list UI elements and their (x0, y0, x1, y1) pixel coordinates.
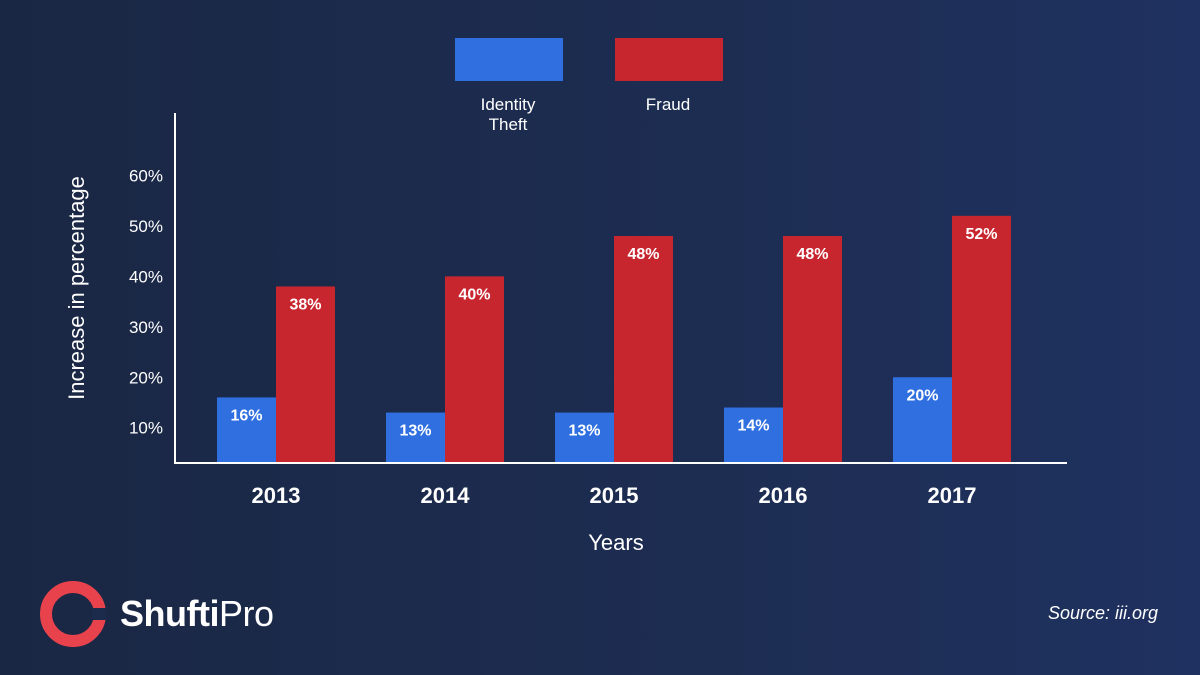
legend-swatch-identity-theft (455, 38, 563, 81)
x-tick-label: 2016 (759, 483, 808, 508)
shuftipro-logo-icon (40, 581, 106, 647)
bar-identity-theft-2015 (555, 412, 614, 463)
bar-value-label: 52% (965, 226, 997, 243)
x-tick-label: 2015 (590, 483, 639, 508)
y-tick-label: 50% (129, 217, 163, 236)
bar-identity-theft-2016 (724, 407, 783, 463)
source-note: Source: iii.org (1047, 603, 1158, 623)
y-tick-label: 30% (129, 318, 163, 337)
x-axis-labels: 2013 2014 2015 2016 2017 (252, 483, 977, 508)
x-tick-label: 2014 (421, 483, 471, 508)
bar-fraud-2015 (614, 236, 673, 463)
legend-label: Theft (489, 115, 528, 134)
shuftipro-logo: ShuftiPro (40, 577, 274, 651)
bar-value-label: 16% (230, 407, 262, 424)
bar-fraud-2017 (952, 215, 1011, 463)
y-tick-label: 40% (129, 267, 163, 286)
bars: 16% 38% 13% 40% 13% 48% 14% 48% 20% 52% (217, 215, 1011, 463)
bar-value-label: 38% (289, 296, 321, 313)
y-axis-title: Increase in percentage (64, 176, 89, 400)
bar-fraud-2013 (276, 286, 335, 463)
y-tick-label: 60% (129, 166, 163, 185)
bar-fraud-2014 (445, 276, 504, 463)
y-tick-label: 10% (129, 419, 163, 438)
bar-identity-theft-2017 (893, 377, 952, 463)
brand-name-light: Pro (218, 593, 274, 634)
legend-swatch-fraud (615, 38, 723, 81)
bar-value-label: 13% (399, 423, 431, 440)
legend-label: Fraud (646, 95, 690, 114)
bar-value-label: 48% (627, 246, 659, 263)
y-axis-ticks: 10% 20% 30% 40% 50% 60% (129, 166, 163, 437)
legend-label: Identity (481, 95, 536, 114)
bar-value-label: 13% (568, 423, 600, 440)
bar-identity-theft-2013 (217, 397, 276, 463)
brand-name-bold: Shufti (120, 593, 219, 634)
x-axis-title: Years (588, 530, 643, 555)
bar-identity-theft-2014 (386, 412, 445, 463)
bar-fraud-2016 (783, 236, 842, 463)
x-tick-label: 2017 (928, 483, 977, 508)
bar-value-label: 48% (796, 246, 828, 263)
brand-name: ShuftiPro (120, 593, 274, 635)
bar-value-label: 14% (737, 418, 769, 435)
bar-value-label: 20% (906, 387, 938, 404)
y-tick-label: 20% (129, 368, 163, 387)
x-tick-label: 2013 (252, 483, 301, 508)
bar-value-label: 40% (458, 286, 490, 303)
